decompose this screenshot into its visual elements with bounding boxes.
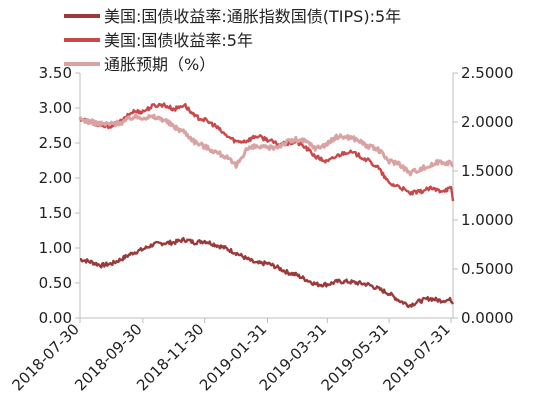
left-tick-label: 1.00 [39,239,72,257]
left-tick-label: 1.50 [39,204,72,222]
left-tick-label: 2.00 [39,169,72,187]
x-tick-label: 2019-07-31 [379,320,453,394]
right-tick-label: 1.5000 [461,162,514,180]
right-tick-label: 0.0000 [461,309,514,327]
legend-label-2: 美国:国债收益率:5年 [104,31,253,50]
series-line-1 [79,237,454,309]
left-tick-label: 3.00 [39,99,72,117]
left-tick-label: 3.50 [39,64,72,82]
series-line-2 [78,102,455,202]
left-tick-label: 0.50 [39,274,72,292]
legend: 美国:国债收益率:通胀指数国债(TIPS):5年美国:国债收益率:5年通胀预期（… [64,7,401,74]
axes: 0.00 0.50 1.00 1.50 2.00 2.50 3.00 3.50 0.0000 0.… [8,64,513,394]
right-tick-label: 0.5000 [461,260,514,278]
legend-label-3: 通胀预期（%） [104,55,215,74]
left-tick-label: 2.50 [39,134,72,152]
legend-label-1: 美国:国债收益率:通胀指数国债(TIPS):5年 [104,7,401,26]
series-line-3 [78,113,454,177]
series-layer [78,102,455,309]
right-tick-label: 2.5000 [461,64,514,82]
right-tick-label: 1.0000 [461,211,514,229]
left-tick-label: 0.00 [39,309,72,327]
right-tick-label: 2.0000 [461,113,514,131]
